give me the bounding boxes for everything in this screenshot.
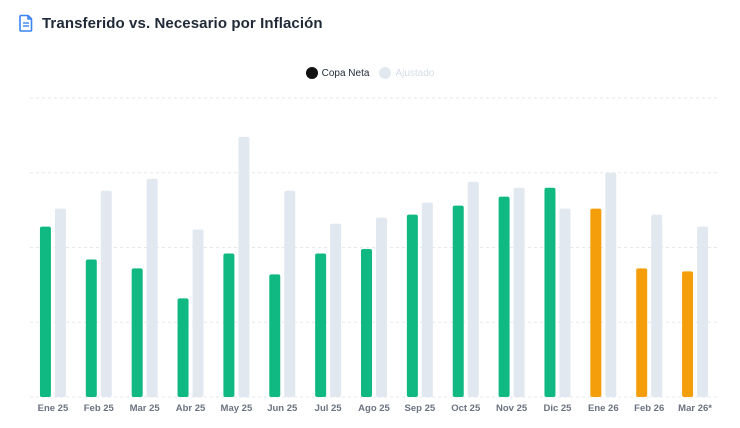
x-tick-label: Dic 25 [543,403,572,414]
bar-ajustado[interactable] [192,229,204,397]
legend-label-ajustado: Ajustado [395,67,435,79]
bar-ajustado[interactable] [146,178,158,397]
x-tick-label: Ago 25 [358,403,390,414]
x-tick-label: Ene 26 [588,403,619,414]
bar-copa-neta[interactable] [544,187,556,397]
bar-copa-neta[interactable] [39,226,51,397]
x-tick-label: May 25 [221,403,253,414]
bar-ajustado[interactable] [421,202,433,397]
x-tick-label: Ene 25 [38,403,69,414]
bar-copa-neta[interactable] [406,214,418,397]
bar-copa-neta[interactable] [361,248,372,397]
chart-title: Transferido vs. Necesario por Inflación [42,14,323,32]
bars [39,136,709,397]
document-icon [19,14,33,32]
x-tick-label: Jul 25 [315,403,343,414]
bar-copa-neta[interactable] [590,208,602,397]
bar-copa-neta[interactable] [636,268,648,397]
chart-legend: Copa Neta Ajustado [0,64,740,82]
bar-copa-neta[interactable] [85,259,97,397]
bar-copa-neta[interactable] [315,253,327,397]
bar-copa-neta[interactable] [452,205,464,397]
x-axis-tick-labels: Ene 25 Feb 25 Mar 25 Abr 25 May 25 Jun 25 Jul … [38,403,713,414]
x-tick-label: Oct 25 [451,403,481,414]
bar-ajustado[interactable] [238,136,250,397]
legend-swatch-copa-neta [305,67,318,79]
legend-item-ajustado[interactable]: Ajustado [379,67,434,79]
x-tick-label: Mar 25 [130,403,161,414]
x-tick-label: Feb 25 [84,403,115,414]
bar-copa-neta[interactable] [177,298,189,397]
bar-ajustado[interactable] [697,226,709,397]
bar-copa-neta[interactable] [131,268,143,397]
grid-lines [30,97,718,398]
bar-ajustado[interactable] [513,187,525,397]
bar-copa-neta[interactable] [269,274,281,397]
bar-ajustado[interactable] [559,208,571,397]
bar-ajustado[interactable] [605,172,617,397]
bar-ajustado[interactable] [651,214,663,397]
x-tick-label: Feb 26 [634,403,664,414]
bar-ajustado[interactable] [467,181,479,397]
x-tick-label: Abr 25 [176,403,206,414]
bar-copa-neta[interactable] [223,253,235,397]
legend-swatch-ajustado [379,67,392,79]
x-tick-label: Jun 25 [267,403,298,414]
bar-ajustado[interactable] [100,190,112,397]
x-tick-label: Sep 25 [405,403,436,414]
legend-item-copa-neta[interactable]: Copa Neta [305,67,370,79]
legend-label-copa-neta: Copa Neta [321,67,370,79]
bar-ajustado[interactable] [330,223,342,397]
bar-ajustado[interactable] [376,217,387,397]
bar-copa-neta[interactable] [498,196,510,397]
bar-copa-neta[interactable] [682,271,694,397]
bar-ajustado[interactable] [54,208,66,397]
bar-ajustado[interactable] [284,190,296,397]
x-tick-label: Mar 26* [678,403,712,414]
x-tick-label: Nov 25 [496,403,528,414]
card-header: Transferido vs. Necesario por Inflación [18,12,323,34]
